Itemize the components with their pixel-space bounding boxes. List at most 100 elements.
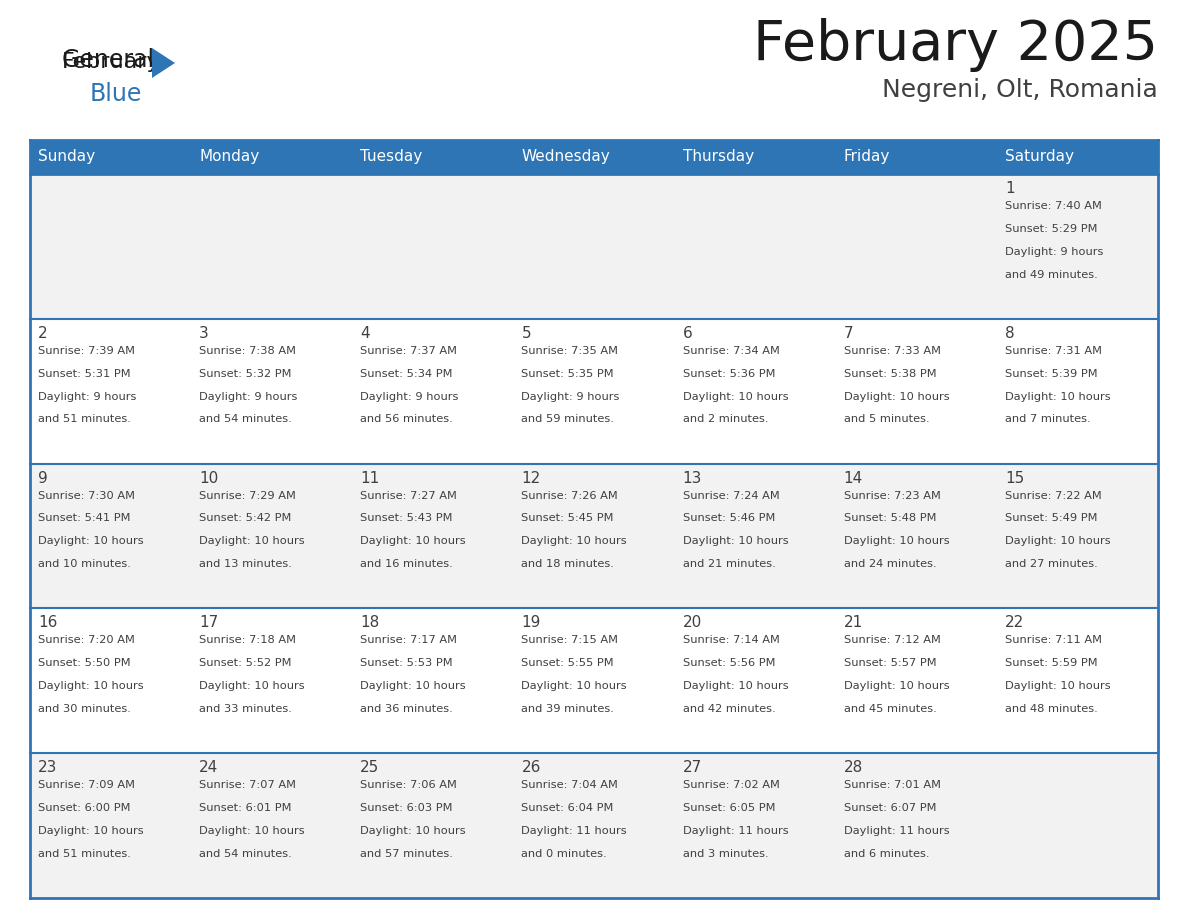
Text: Sunset: 5:55 PM: Sunset: 5:55 PM [522,658,614,668]
Text: Sunset: 5:32 PM: Sunset: 5:32 PM [200,369,291,379]
Text: Sunset: 5:50 PM: Sunset: 5:50 PM [38,658,131,668]
Text: 13: 13 [683,471,702,486]
Text: Daylight: 11 hours: Daylight: 11 hours [683,826,788,836]
Text: Sunset: 6:04 PM: Sunset: 6:04 PM [522,803,614,813]
Text: Sunrise: 7:39 AM: Sunrise: 7:39 AM [38,346,135,356]
Text: and 27 minutes.: and 27 minutes. [1005,559,1098,569]
Text: Friday: Friday [843,150,890,164]
Text: Sunset: 6:03 PM: Sunset: 6:03 PM [360,803,453,813]
Text: Sunrise: 7:11 AM: Sunrise: 7:11 AM [1005,635,1101,645]
Text: Daylight: 9 hours: Daylight: 9 hours [1005,247,1104,257]
Text: Sunrise: 7:09 AM: Sunrise: 7:09 AM [38,780,135,790]
Text: Daylight: 10 hours: Daylight: 10 hours [38,681,144,691]
Text: and 0 minutes.: and 0 minutes. [522,849,607,859]
Text: Daylight: 10 hours: Daylight: 10 hours [360,536,466,546]
Text: Sunset: 5:46 PM: Sunset: 5:46 PM [683,513,775,523]
Text: 14: 14 [843,471,862,486]
Text: and 21 minutes.: and 21 minutes. [683,559,776,569]
Text: 7: 7 [843,326,853,341]
Text: 25: 25 [360,760,379,775]
Text: Daylight: 10 hours: Daylight: 10 hours [683,536,788,546]
Bar [30,464,1158,609]
Bar [30,174,1158,319]
Text: 22: 22 [1005,615,1024,631]
Text: Sunrise: 7:15 AM: Sunrise: 7:15 AM [522,635,619,645]
Text: and 13 minutes.: and 13 minutes. [200,559,292,569]
Text: Sunrise: 7:30 AM: Sunrise: 7:30 AM [38,490,135,500]
Text: Sunrise: 7:01 AM: Sunrise: 7:01 AM [843,780,941,790]
Text: 11: 11 [360,471,379,486]
Text: 6: 6 [683,326,693,341]
Text: Sunset: 5:53 PM: Sunset: 5:53 PM [360,658,453,668]
Text: Tuesday: Tuesday [360,150,423,164]
Text: 16: 16 [38,615,57,631]
Text: Sunset: 5:45 PM: Sunset: 5:45 PM [522,513,614,523]
Text: Sunrise: 7:23 AM: Sunrise: 7:23 AM [843,490,941,500]
Text: Daylight: 10 hours: Daylight: 10 hours [522,681,627,691]
Text: 15: 15 [1005,471,1024,486]
Text: Daylight: 9 hours: Daylight: 9 hours [360,392,459,401]
Bar [30,319,1158,464]
Text: 1: 1 [1005,181,1015,196]
Text: and 30 minutes.: and 30 minutes. [38,704,131,714]
Text: Sunset: 5:57 PM: Sunset: 5:57 PM [843,658,936,668]
Text: and 42 minutes.: and 42 minutes. [683,704,776,714]
Text: Sunrise: 7:20 AM: Sunrise: 7:20 AM [38,635,135,645]
Text: Sunset: 5:36 PM: Sunset: 5:36 PM [683,369,775,379]
Text: 26: 26 [522,760,541,775]
Text: 5: 5 [522,326,531,341]
Text: Daylight: 10 hours: Daylight: 10 hours [683,392,788,401]
Text: Daylight: 10 hours: Daylight: 10 hours [38,826,144,836]
Text: Daylight: 10 hours: Daylight: 10 hours [200,826,305,836]
Text: Sunset: 5:59 PM: Sunset: 5:59 PM [1005,658,1098,668]
Text: Sunset: 5:35 PM: Sunset: 5:35 PM [522,369,614,379]
Text: Sunrise: 7:02 AM: Sunrise: 7:02 AM [683,780,779,790]
Text: Daylight: 10 hours: Daylight: 10 hours [200,681,305,691]
Text: Sunset: 5:41 PM: Sunset: 5:41 PM [38,513,131,523]
Text: 28: 28 [843,760,862,775]
Text: Sunrise: 7:33 AM: Sunrise: 7:33 AM [843,346,941,356]
Text: Sunrise: 7:29 AM: Sunrise: 7:29 AM [200,490,296,500]
Bar [30,140,1158,174]
Text: Sunset: 6:05 PM: Sunset: 6:05 PM [683,803,775,813]
Text: and 33 minutes.: and 33 minutes. [200,704,292,714]
Text: Daylight: 10 hours: Daylight: 10 hours [843,392,949,401]
Text: Sunset: 5:49 PM: Sunset: 5:49 PM [1005,513,1098,523]
Text: Daylight: 9 hours: Daylight: 9 hours [522,392,620,401]
Text: 10: 10 [200,471,219,486]
Text: Sunrise: 7:31 AM: Sunrise: 7:31 AM [1005,346,1101,356]
Text: Sunrise: 7:06 AM: Sunrise: 7:06 AM [360,780,457,790]
Text: Sunset: 6:01 PM: Sunset: 6:01 PM [200,803,291,813]
Text: Sunday: Sunday [38,150,95,164]
Text: and 10 minutes.: and 10 minutes. [38,559,131,569]
Text: Daylight: 10 hours: Daylight: 10 hours [200,536,305,546]
Text: Sunrise: 7:14 AM: Sunrise: 7:14 AM [683,635,779,645]
Text: and 39 minutes.: and 39 minutes. [522,704,614,714]
Text: February: February [62,52,160,72]
Text: Sunset: 5:48 PM: Sunset: 5:48 PM [843,513,936,523]
Text: Sunrise: 7:40 AM: Sunrise: 7:40 AM [1005,201,1101,211]
Text: and 45 minutes.: and 45 minutes. [843,704,936,714]
Text: Sunrise: 7:35 AM: Sunrise: 7:35 AM [522,346,619,356]
Text: 23: 23 [38,760,57,775]
Text: 27: 27 [683,760,702,775]
Text: Sunrise: 7:37 AM: Sunrise: 7:37 AM [360,346,457,356]
Text: Sunset: 5:31 PM: Sunset: 5:31 PM [38,369,131,379]
Text: Monday: Monday [200,150,259,164]
Text: Daylight: 10 hours: Daylight: 10 hours [843,536,949,546]
Text: and 7 minutes.: and 7 minutes. [1005,414,1091,424]
Text: Sunset: 5:34 PM: Sunset: 5:34 PM [360,369,453,379]
Text: and 56 minutes.: and 56 minutes. [360,414,453,424]
Text: 4: 4 [360,326,369,341]
Text: Thursday: Thursday [683,150,753,164]
Text: 21: 21 [843,615,862,631]
Text: Sunrise: 7:17 AM: Sunrise: 7:17 AM [360,635,457,645]
Text: Daylight: 10 hours: Daylight: 10 hours [843,681,949,691]
Text: and 54 minutes.: and 54 minutes. [200,414,292,424]
Text: and 24 minutes.: and 24 minutes. [843,559,936,569]
Text: Sunrise: 7:26 AM: Sunrise: 7:26 AM [522,490,618,500]
Text: Daylight: 9 hours: Daylight: 9 hours [200,392,297,401]
Text: Daylight: 10 hours: Daylight: 10 hours [683,681,788,691]
Text: Daylight: 11 hours: Daylight: 11 hours [843,826,949,836]
Text: Negreni, Olt, Romania: Negreni, Olt, Romania [883,78,1158,102]
